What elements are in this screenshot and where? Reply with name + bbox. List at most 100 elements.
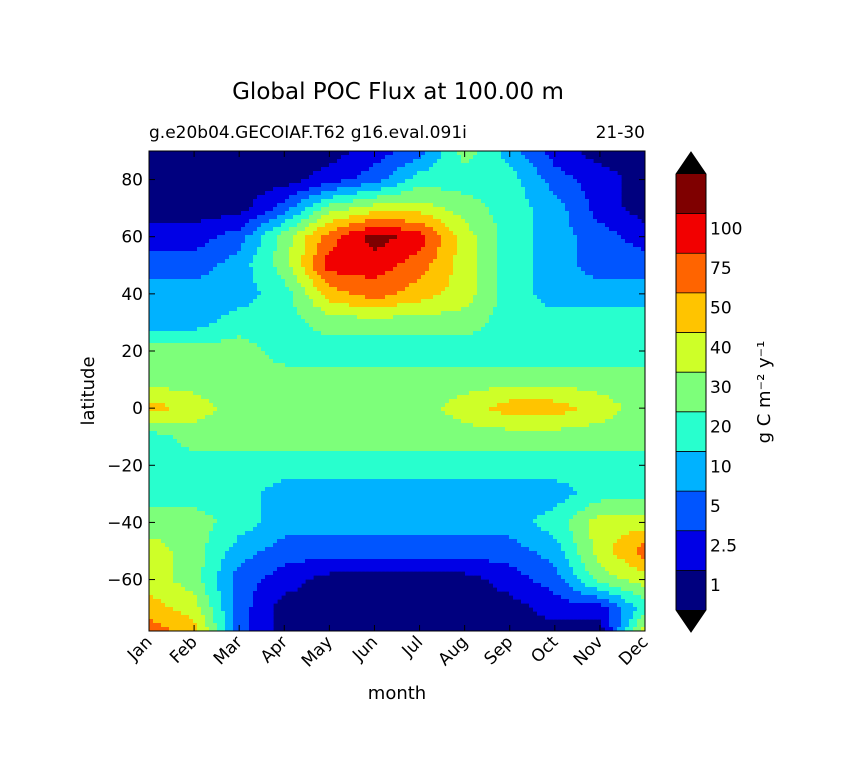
contour-cell [209, 223, 214, 228]
contour-cell [257, 207, 262, 212]
contour-cell [153, 251, 158, 256]
contour-cell [185, 263, 190, 268]
contour-cell [253, 299, 258, 304]
contour-cell [353, 179, 358, 184]
contour-cell [617, 271, 622, 276]
contour-cell [313, 199, 318, 204]
contour-cell [401, 227, 406, 232]
contour-cell [429, 299, 434, 304]
contour-cell [577, 263, 582, 268]
contour-cell [185, 243, 190, 248]
contour-cell [169, 247, 174, 252]
contour-cell [605, 311, 610, 316]
contour-cell [169, 267, 174, 272]
contour-cell [449, 299, 454, 304]
contour-cell [377, 207, 382, 212]
contour-cell [361, 299, 366, 304]
contour-cell [265, 271, 270, 276]
contour-cell [557, 215, 562, 220]
contour-cell [297, 275, 302, 280]
contour-cell [545, 243, 550, 248]
contour-cell [169, 231, 174, 236]
contour-cell [553, 287, 558, 292]
contour-cell [465, 315, 470, 320]
contour-cell [153, 271, 158, 276]
contour-cell [281, 287, 286, 292]
contour-cell [549, 211, 554, 216]
contour-cell [229, 295, 234, 300]
contour-cell [505, 291, 510, 296]
contour-cell [517, 267, 522, 272]
contour-cell [585, 295, 590, 300]
contour-cell [545, 251, 550, 256]
contour-cell [249, 319, 254, 324]
contour-cell [393, 219, 398, 224]
contour-cell [533, 327, 538, 332]
contour-cell [461, 163, 466, 168]
contour-cell [457, 291, 462, 296]
contour-cell [389, 171, 394, 176]
contour-cell [277, 247, 282, 252]
contour-cell [589, 291, 594, 296]
contour-cell [429, 203, 434, 208]
contour-cell [585, 199, 590, 204]
contour-cell [405, 159, 410, 164]
contour-cell [485, 195, 490, 200]
contour-cell [401, 155, 406, 160]
contour-cell [285, 207, 290, 212]
contour-cell [165, 283, 170, 288]
contour-cell [485, 291, 490, 296]
contour-cell [377, 299, 382, 304]
contour-cell [437, 231, 442, 236]
contour-cell [473, 235, 478, 240]
contour-cell [413, 227, 418, 232]
contour-cell [573, 263, 578, 268]
contour-cell [589, 307, 594, 312]
contour-cell [437, 259, 442, 264]
contour-cell [529, 215, 534, 220]
contour-cell [641, 323, 645, 328]
contour-cell [321, 167, 326, 172]
contour-cell [489, 199, 494, 204]
contour-cell [473, 311, 478, 316]
contour-cell [489, 223, 494, 228]
contour-cell [265, 331, 270, 336]
contour-cell [321, 231, 326, 236]
contour-cell [273, 279, 278, 284]
contour-cell [425, 195, 430, 200]
contour-cell [441, 279, 446, 284]
contour-cell [301, 231, 306, 236]
contour-cell [433, 303, 438, 308]
contour-cell [637, 331, 642, 336]
contour-cell [605, 183, 610, 188]
contour-cell [237, 299, 242, 304]
contour-cell [321, 219, 326, 224]
contour-cell [385, 291, 390, 296]
contour-cell [385, 203, 390, 208]
contour-cell [561, 307, 566, 312]
contour-cell [473, 283, 478, 288]
contour-cell [269, 199, 274, 204]
contour-cell [637, 255, 642, 260]
contour-cell [537, 179, 542, 184]
contour-cell [481, 251, 486, 256]
contour-cell [297, 195, 302, 200]
contour-cell [297, 219, 302, 224]
contour-cell [257, 203, 262, 208]
contour-cell [525, 191, 530, 196]
contour-cell [325, 271, 330, 276]
contour-cell [373, 255, 378, 260]
contour-cell [209, 231, 214, 236]
contour-cell [289, 247, 294, 252]
contour-cell [569, 287, 574, 292]
contour-cell [377, 287, 382, 292]
contour-cell [197, 231, 202, 236]
contour-cell [617, 211, 622, 216]
contour-cell [281, 235, 286, 240]
contour-cell [501, 315, 506, 320]
contour-cell [401, 239, 406, 244]
contour-cell [453, 319, 458, 324]
contour-cell [613, 299, 618, 304]
contour-cell [625, 287, 630, 292]
contour-cell [629, 235, 634, 240]
